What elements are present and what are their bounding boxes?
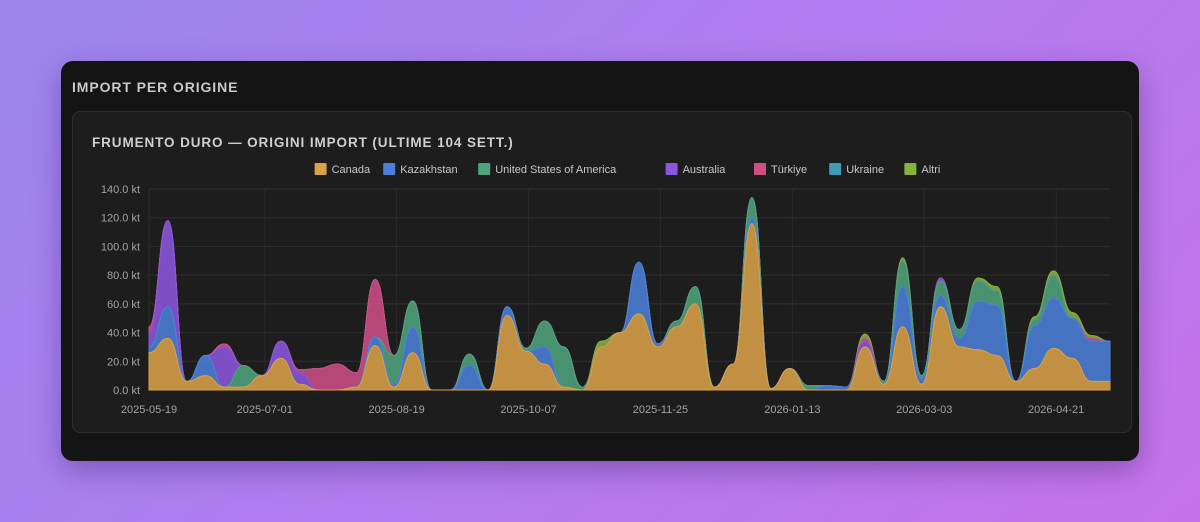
x-tick-label: 2025-07-01 [237, 404, 293, 416]
area-canada [148, 222, 1111, 391]
legend-swatch [904, 163, 917, 175]
legend-label: Kazakhstan [400, 164, 457, 176]
legend-label: Canada [332, 164, 371, 176]
legend-swatch [829, 163, 842, 175]
import-panel: IMPORT PER ORIGINE FRUMENTO DURO — ORIGI… [61, 61, 1139, 461]
legend-label: United States of America [495, 164, 617, 176]
legend-label: Türkiye [771, 164, 807, 176]
y-tick-label: 120.0 kt [101, 213, 140, 225]
legend-swatch [478, 163, 491, 175]
x-tick-label: 2025-05-19 [121, 404, 177, 416]
chart-legend: Canada Kazakhstan United States of America… [314, 163, 940, 176]
y-tick-label: 40.0 kt [107, 328, 140, 340]
legend-label: Ukraine [846, 164, 884, 176]
chart-card: FRUMENTO DURO — ORIGINI IMPORT (ULTIME 1… [72, 111, 1132, 433]
y-axis: 0.0 kt 20.0 kt 40.0 kt 60.0 kt 80.0 kt 100.0 … [101, 184, 140, 397]
legend-swatch [314, 163, 327, 175]
legend-item-altri: Altri [904, 163, 940, 176]
legend-item-ukraine: Ukraine [829, 163, 884, 176]
area-chart: 0.0 kt 20.0 kt 40.0 kt 60.0 kt 80.0 kt 100.0 … [101, 163, 1111, 416]
legend-label: Altri [921, 164, 940, 176]
y-tick-label: 100.0 kt [101, 241, 140, 253]
series-areas [148, 197, 1111, 391]
y-tick-label: 20.0 kt [107, 356, 140, 368]
legend-item-canada: Canada [314, 163, 371, 176]
legend-swatch [754, 163, 766, 175]
x-tick-label: 2026-01-13 [764, 404, 820, 416]
x-axis: 2025-05-19 2025-07-01 2025-08-19 2025-10-07… [121, 404, 1084, 416]
legend-item-kazakhstan: Kazakhstan [383, 163, 458, 176]
legend-swatch [383, 163, 396, 175]
x-tick-label: 2025-11-25 [633, 404, 688, 416]
panel-title: IMPORT PER ORIGINE [72, 79, 239, 95]
chart-title: FRUMENTO DURO — ORIGINI IMPORT (ULTIME 1… [92, 135, 514, 150]
x-tick-label: 2025-08-19 [369, 404, 425, 416]
x-tick-label: 2025-10-07 [500, 404, 556, 416]
x-tick-label: 2026-04-21 [1028, 404, 1084, 416]
legend-label: Australia [683, 164, 727, 176]
y-tick-label: 0.0 kt [113, 385, 140, 397]
y-tick-label: 140.0 kt [101, 184, 140, 196]
legend-item-t-rkiye: Türkiye [754, 163, 807, 176]
y-tick-label: 60.0 kt [107, 299, 140, 311]
legend-item-united-states-of-america: United States of America [478, 163, 617, 176]
x-tick-label: 2026-03-03 [896, 404, 952, 416]
y-tick-label: 80.0 kt [107, 270, 140, 282]
legend-item-australia: Australia [665, 163, 727, 176]
legend-swatch [665, 163, 678, 175]
